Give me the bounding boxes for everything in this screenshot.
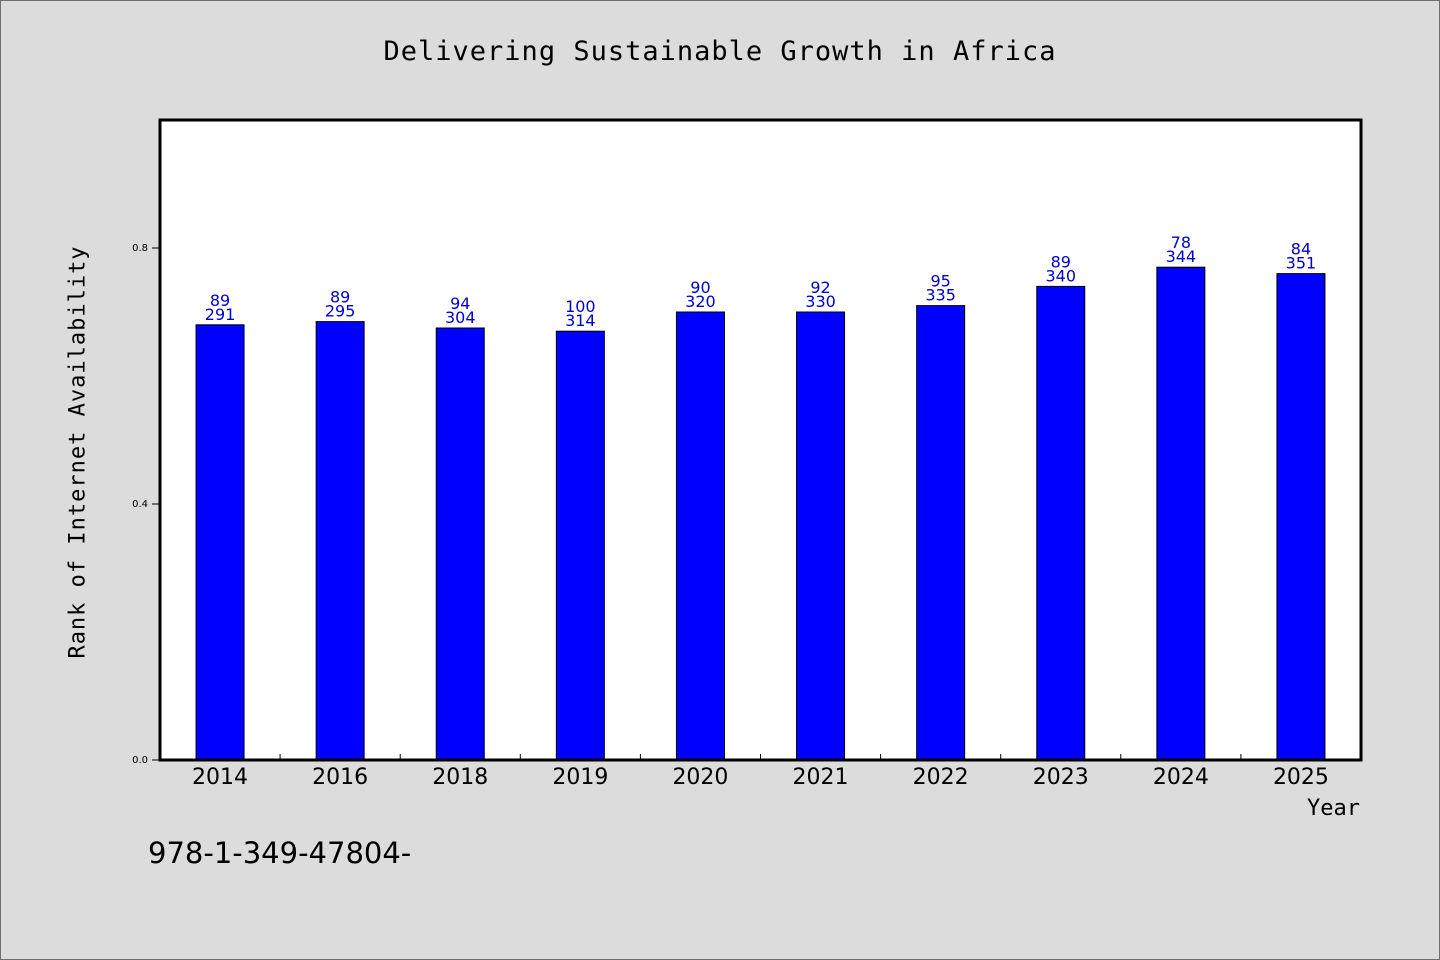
y-tick-label: 0.8 bbox=[132, 243, 148, 254]
bar bbox=[315, 321, 365, 761]
x-tick-label: 2014 bbox=[192, 765, 248, 790]
data-label-top: 95 bbox=[930, 272, 950, 291]
x-axis-label: Year bbox=[1307, 796, 1360, 821]
bar bbox=[916, 305, 966, 761]
data-label-bottom: 320 bbox=[685, 292, 716, 311]
bar bbox=[675, 311, 725, 761]
x-tick-label: 2024 bbox=[1153, 765, 1209, 790]
data-label-top: 78 bbox=[1171, 233, 1191, 252]
y-tick-label: 0.4 bbox=[132, 499, 148, 510]
bar bbox=[1036, 285, 1086, 761]
bar bbox=[1276, 273, 1326, 761]
bar bbox=[555, 330, 605, 761]
data-label-bottom: 291 bbox=[205, 305, 236, 324]
bar bbox=[796, 311, 846, 761]
x-tick-label: 2018 bbox=[432, 765, 488, 790]
data-label-top: 100 bbox=[565, 297, 596, 316]
x-tick-label: 2023 bbox=[1033, 765, 1089, 790]
data-label-bottom: 340 bbox=[1045, 266, 1076, 285]
y-tick-label: 0.0 bbox=[132, 755, 148, 766]
bar bbox=[435, 327, 485, 761]
data-label-top: 84 bbox=[1291, 240, 1311, 259]
plot-frame bbox=[158, 118, 1363, 762]
bar bbox=[195, 324, 245, 761]
data-label-top: 92 bbox=[810, 278, 830, 297]
x-tick-label: 2021 bbox=[793, 765, 849, 790]
data-label-bottom: 304 bbox=[445, 308, 476, 327]
data-label-bottom: 335 bbox=[925, 286, 956, 305]
footer-code: 978-1-349-47804- bbox=[148, 836, 412, 870]
x-tick-label: 2025 bbox=[1273, 765, 1329, 790]
data-label-bottom: 344 bbox=[1166, 247, 1197, 266]
data-label-top: 94 bbox=[450, 294, 470, 313]
x-tick-label: 2016 bbox=[312, 765, 368, 790]
data-label-top: 90 bbox=[690, 278, 710, 297]
chart-title: Delivering Sustainable Growth in Africa bbox=[383, 36, 1057, 67]
x-tick-label: 2022 bbox=[913, 765, 969, 790]
data-label-bottom: 314 bbox=[565, 311, 596, 330]
data-label-bottom: 330 bbox=[805, 292, 836, 311]
x-tick-label: 2020 bbox=[672, 765, 728, 790]
data-label-top: 89 bbox=[330, 288, 350, 307]
data-label-bottom: 351 bbox=[1286, 254, 1317, 273]
x-tick-label: 2019 bbox=[552, 765, 608, 790]
bar bbox=[1156, 266, 1206, 761]
data-label-top: 89 bbox=[210, 291, 230, 310]
data-label-bottom: 295 bbox=[325, 302, 356, 321]
data-label-top: 89 bbox=[1051, 252, 1071, 271]
